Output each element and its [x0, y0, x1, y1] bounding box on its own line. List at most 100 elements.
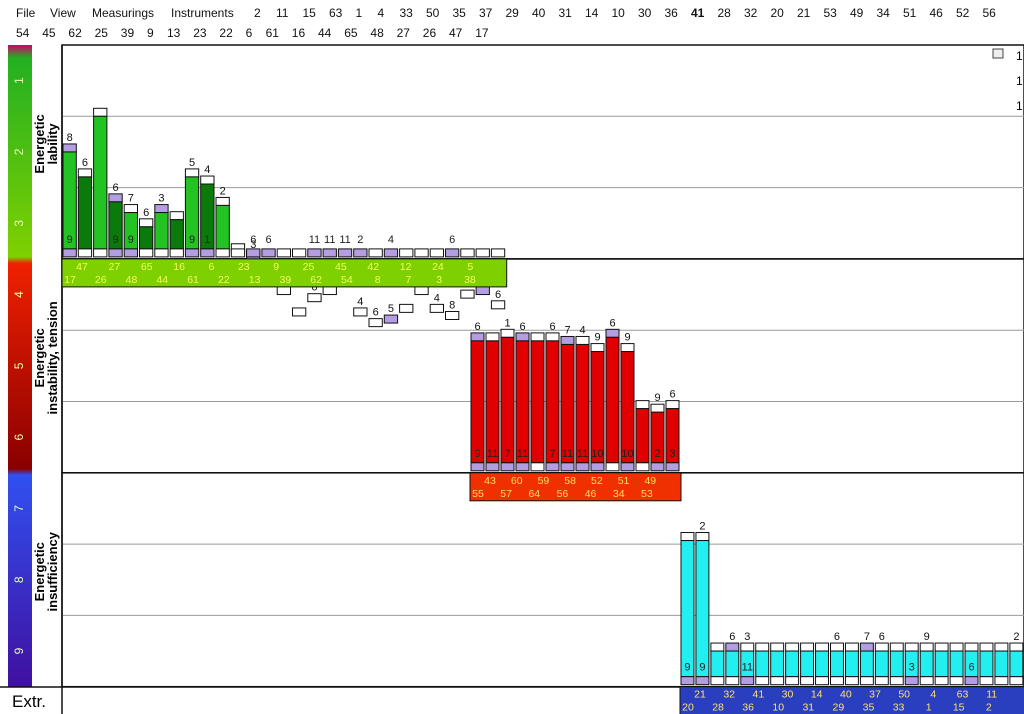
- measurement-number-29[interactable]: 29: [505, 6, 519, 20]
- bar-1-7[interactable]: [575, 343, 590, 464]
- measurement-number-48[interactable]: 48: [370, 26, 384, 40]
- measurement-number-50[interactable]: 50: [426, 6, 440, 20]
- bar-cap: [383, 314, 399, 324]
- bar-1-11[interactable]: [635, 408, 650, 464]
- measurement-number-9[interactable]: 9: [147, 26, 154, 40]
- menu-measurings[interactable]: Measurings: [92, 6, 155, 20]
- bar-2-13[interactable]: [874, 650, 889, 678]
- measurement-number-22[interactable]: 22: [219, 26, 233, 40]
- bar-2-20[interactable]: [979, 650, 994, 678]
- bar-cap: [590, 343, 605, 353]
- bar-2-2[interactable]: [710, 650, 725, 678]
- measurement-number-35[interactable]: 35: [452, 6, 466, 20]
- measurement-number-62[interactable]: 62: [68, 26, 82, 40]
- bar-1-2[interactable]: [500, 336, 515, 464]
- bar-0-10[interactable]: [215, 204, 230, 250]
- measurement-number-51[interactable]: 51: [903, 6, 917, 20]
- measurement-number-41[interactable]: 41: [691, 6, 705, 20]
- measurement-number-49[interactable]: 49: [850, 6, 864, 20]
- bar-2-8[interactable]: [800, 650, 815, 678]
- measurement-number-61[interactable]: 61: [265, 26, 279, 40]
- bar-1-3[interactable]: [515, 340, 530, 464]
- axis-tick-label: 4: [930, 689, 936, 701]
- bar-1-8[interactable]: [590, 351, 605, 464]
- measurement-number-63[interactable]: 63: [329, 6, 343, 20]
- measurement-number-33[interactable]: 33: [399, 6, 413, 20]
- bar-1-9[interactable]: [605, 336, 620, 464]
- bar-0-5[interactable]: [139, 226, 154, 250]
- bar-0-2[interactable]: [93, 115, 108, 250]
- bar-2-11[interactable]: [844, 650, 859, 678]
- bar-foot: [470, 462, 485, 472]
- bar-0-6[interactable]: [154, 212, 169, 250]
- measurement-number-6[interactable]: 6: [245, 26, 253, 40]
- measurement-number-34[interactable]: 34: [876, 6, 890, 20]
- measurement-number-11[interactable]: 11: [276, 6, 289, 20]
- bar-2-16[interactable]: [919, 650, 934, 678]
- measurement-number-28[interactable]: 28: [717, 6, 731, 20]
- measurement-number-47[interactable]: 47: [449, 26, 463, 40]
- bar-2-17[interactable]: [934, 650, 949, 678]
- menu-view[interactable]: View: [50, 6, 76, 20]
- menu-instruments[interactable]: Instruments: [171, 6, 234, 20]
- bar-2-14[interactable]: [889, 650, 904, 678]
- measurement-number-16[interactable]: 16: [291, 26, 306, 40]
- bar-1-1[interactable]: [485, 340, 500, 464]
- bar-top-label: 6: [519, 321, 525, 333]
- measurement-number-21[interactable]: 21: [797, 6, 811, 20]
- bar-2-18[interactable]: [949, 650, 964, 678]
- measurement-number-27[interactable]: 27: [396, 26, 410, 40]
- axis-tick-label: 16: [173, 261, 185, 273]
- measurement-number-39[interactable]: 39: [120, 26, 135, 40]
- bar-1-5[interactable]: [545, 340, 560, 464]
- measurement-number-45[interactable]: 45: [42, 26, 56, 40]
- measurement-number-1[interactable]: 1: [355, 6, 363, 20]
- measurement-number-36[interactable]: 36: [664, 6, 678, 20]
- measurement-number-56[interactable]: 56: [982, 6, 996, 20]
- measurement-number-10[interactable]: 10: [611, 6, 625, 20]
- bar-2-5[interactable]: [755, 650, 770, 678]
- bar-1-4[interactable]: [530, 340, 545, 464]
- bar-2-21[interactable]: [994, 650, 1009, 678]
- measurement-number-25[interactable]: 25: [94, 26, 108, 40]
- measurement-number-52[interactable]: 52: [956, 6, 970, 20]
- measurement-number-4[interactable]: 4: [377, 6, 385, 20]
- measurement-number-26[interactable]: 26: [422, 26, 437, 40]
- maximize-icon[interactable]: [992, 48, 1004, 59]
- measurement-number-20[interactable]: 20: [770, 6, 784, 20]
- bar-foot: [322, 248, 337, 258]
- measurement-number-15[interactable]: 15: [302, 6, 316, 20]
- bar-1-0[interactable]: [470, 340, 485, 464]
- measurement-number-46[interactable]: 46: [929, 6, 943, 20]
- bar-2-3[interactable]: [725, 650, 740, 678]
- menu-file[interactable]: File: [16, 6, 36, 20]
- bar-2-1[interactable]: [695, 540, 710, 678]
- measurement-number-30[interactable]: 30: [638, 6, 652, 20]
- measurement-number-54[interactable]: 54: [16, 26, 30, 40]
- measurement-number-44[interactable]: 44: [318, 26, 332, 40]
- measurement-number-23[interactable]: 23: [193, 26, 207, 40]
- bar-1-6[interactable]: [560, 343, 575, 464]
- measurement-number-31[interactable]: 31: [558, 6, 572, 20]
- bar-2-9[interactable]: [815, 650, 829, 678]
- measurement-number-40[interactable]: 40: [532, 6, 546, 20]
- measurement-number-37[interactable]: 37: [479, 6, 493, 20]
- measurement-number-53[interactable]: 53: [823, 6, 837, 20]
- measurement-number-32[interactable]: 32: [744, 6, 758, 20]
- bar-1-10[interactable]: [620, 351, 635, 464]
- bar-2-7[interactable]: [785, 650, 800, 678]
- bar-0-1[interactable]: [77, 176, 93, 250]
- bar-2-22[interactable]: [1009, 650, 1024, 678]
- bar-2-10[interactable]: [830, 650, 844, 678]
- measurement-number-2[interactable]: 2: [254, 6, 261, 20]
- measurement-number-65[interactable]: 65: [344, 26, 358, 40]
- axis-tick-label: 45: [335, 261, 347, 273]
- bar-cap: [470, 332, 485, 342]
- bar-2-6[interactable]: [770, 650, 785, 678]
- measurement-number-13[interactable]: 13: [167, 26, 181, 40]
- measurement-number-14[interactable]: 14: [585, 6, 599, 20]
- bar-0-7[interactable]: [169, 219, 184, 250]
- bar-2-12[interactable]: [859, 650, 874, 678]
- bar-2-0[interactable]: [680, 540, 695, 678]
- measurement-number-17[interactable]: 17: [475, 26, 489, 40]
